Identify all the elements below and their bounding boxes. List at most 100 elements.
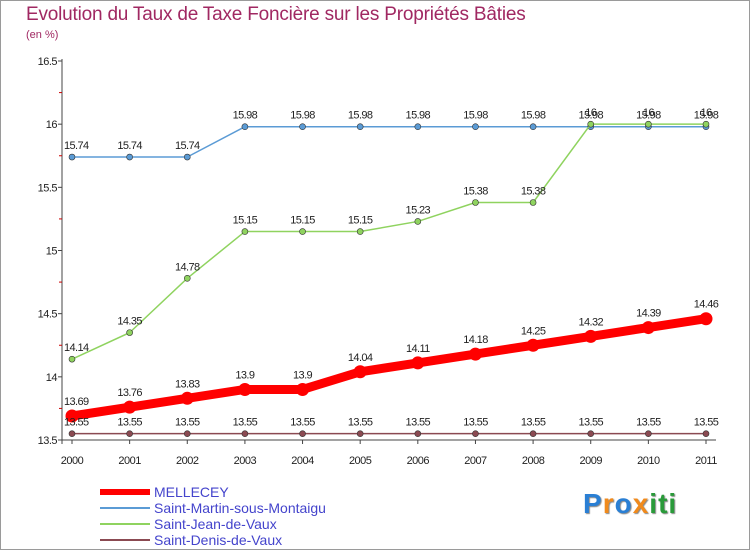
legend-label-saint-jean: Saint-Jean-de-Vaux bbox=[154, 516, 277, 532]
data-label: 15.74 bbox=[64, 140, 89, 152]
data-point bbox=[702, 430, 710, 437]
y-tick-label: 14.5 bbox=[38, 309, 58, 321]
data-label: 13.55 bbox=[348, 417, 373, 429]
x-tick-label: 2007 bbox=[464, 455, 487, 467]
data-label: 15.15 bbox=[233, 215, 258, 227]
data-label: 14.46 bbox=[694, 299, 719, 311]
data-label: 14.25 bbox=[521, 325, 546, 337]
data-point bbox=[526, 338, 540, 352]
legend-swatch-mellecey bbox=[100, 489, 150, 495]
data-label: 14.04 bbox=[348, 352, 373, 364]
data-label: 16 bbox=[700, 107, 712, 119]
data-label: 13.55 bbox=[463, 417, 488, 429]
data-point bbox=[296, 382, 310, 396]
logo-letter: r bbox=[602, 488, 615, 519]
data-point bbox=[65, 409, 79, 423]
legend-label-saint-denis: Saint-Denis-de-Vaux bbox=[154, 532, 283, 548]
data-label: 15.74 bbox=[175, 140, 200, 152]
data-point bbox=[587, 430, 595, 437]
data-label: 15.98 bbox=[348, 110, 373, 122]
data-point bbox=[183, 153, 191, 161]
data-label: 13.55 bbox=[290, 417, 315, 429]
logo-letter: i bbox=[668, 488, 678, 519]
data-point bbox=[641, 321, 655, 335]
data-point bbox=[241, 430, 249, 437]
legend-item-saint-denis: Saint-Denis-de-Vaux bbox=[100, 532, 400, 548]
data-point bbox=[356, 430, 364, 437]
data-label: 15.98 bbox=[636, 110, 661, 122]
data-label: 15.98 bbox=[694, 110, 719, 122]
data-label: 16 bbox=[643, 107, 655, 119]
logo-letter: i bbox=[649, 488, 659, 519]
legend-label-mellecey: MELLECEY bbox=[154, 484, 229, 500]
legend-item-mellecey: MELLECEY bbox=[100, 484, 400, 500]
data-point bbox=[472, 430, 479, 437]
x-tick-label: 2003 bbox=[234, 455, 257, 467]
data-label: 13.9 bbox=[293, 369, 312, 381]
data-label: 13.55 bbox=[117, 417, 142, 429]
y-tick-label: 13.5 bbox=[38, 435, 58, 447]
data-point bbox=[126, 153, 133, 161]
x-tick-label: 2005 bbox=[349, 455, 372, 467]
data-label: 15.98 bbox=[521, 110, 546, 122]
logo-letter: t bbox=[658, 488, 669, 519]
data-point bbox=[299, 430, 306, 437]
data-label: 14.14 bbox=[64, 342, 89, 354]
data-label: 13.83 bbox=[175, 378, 200, 390]
data-point bbox=[699, 312, 713, 326]
data-label: 13.69 bbox=[64, 396, 89, 408]
data-label: 15.98 bbox=[578, 110, 603, 122]
series-line bbox=[71, 123, 707, 360]
data-label: 15.38 bbox=[463, 185, 488, 197]
data-label: 13.55 bbox=[64, 417, 89, 429]
y-tick-label: 15 bbox=[46, 246, 58, 258]
data-point bbox=[183, 430, 191, 437]
data-point bbox=[238, 382, 252, 396]
data-label: 15.23 bbox=[406, 204, 431, 216]
data-label: 14.32 bbox=[578, 316, 603, 328]
y-tick-label: 16.5 bbox=[38, 56, 58, 68]
data-point bbox=[126, 430, 133, 437]
data-label: 14.35 bbox=[117, 316, 142, 328]
data-label: 15.15 bbox=[348, 215, 373, 227]
x-tick-label: 2009 bbox=[579, 455, 602, 467]
data-point bbox=[299, 228, 306, 235]
data-point bbox=[411, 356, 425, 370]
data-label: 13.55 bbox=[578, 417, 603, 429]
data-point bbox=[472, 123, 479, 130]
data-point bbox=[68, 355, 76, 363]
data-point bbox=[68, 153, 76, 161]
data-point bbox=[587, 120, 595, 128]
x-tick-label: 2008 bbox=[522, 455, 545, 467]
data-point bbox=[414, 218, 422, 225]
data-point bbox=[123, 400, 137, 414]
y-tick-label: 15.5 bbox=[38, 182, 58, 194]
legend-swatch-saint-martin bbox=[100, 507, 150, 509]
y-tick-label: 16 bbox=[46, 119, 58, 131]
data-point bbox=[241, 123, 249, 130]
x-tick-label: 2010 bbox=[637, 455, 660, 467]
data-label: 13.55 bbox=[521, 417, 546, 429]
x-tick-label: 2000 bbox=[61, 455, 84, 467]
data-point bbox=[529, 430, 537, 437]
data-label: 15.98 bbox=[290, 110, 315, 122]
data-point bbox=[180, 391, 194, 405]
data-point bbox=[241, 228, 249, 235]
data-label: 15.74 bbox=[117, 140, 142, 152]
data-label: 14.78 bbox=[175, 261, 200, 273]
data-label: 14.18 bbox=[463, 334, 488, 346]
data-label: 15.15 bbox=[290, 215, 315, 227]
data-label: 13.76 bbox=[117, 387, 142, 399]
x-tick-label: 2001 bbox=[118, 455, 141, 467]
x-tick-label: 2004 bbox=[291, 455, 314, 467]
data-label: 15.98 bbox=[463, 110, 488, 122]
data-point bbox=[126, 329, 133, 336]
data-point bbox=[645, 430, 652, 437]
y-tick-label: 14 bbox=[46, 372, 58, 384]
x-tick-label: 2011 bbox=[695, 455, 717, 467]
series-line bbox=[71, 125, 707, 158]
data-point bbox=[414, 123, 422, 130]
data-label: 15.38 bbox=[521, 185, 546, 197]
chart-subtitle: (en %) bbox=[26, 29, 59, 41]
